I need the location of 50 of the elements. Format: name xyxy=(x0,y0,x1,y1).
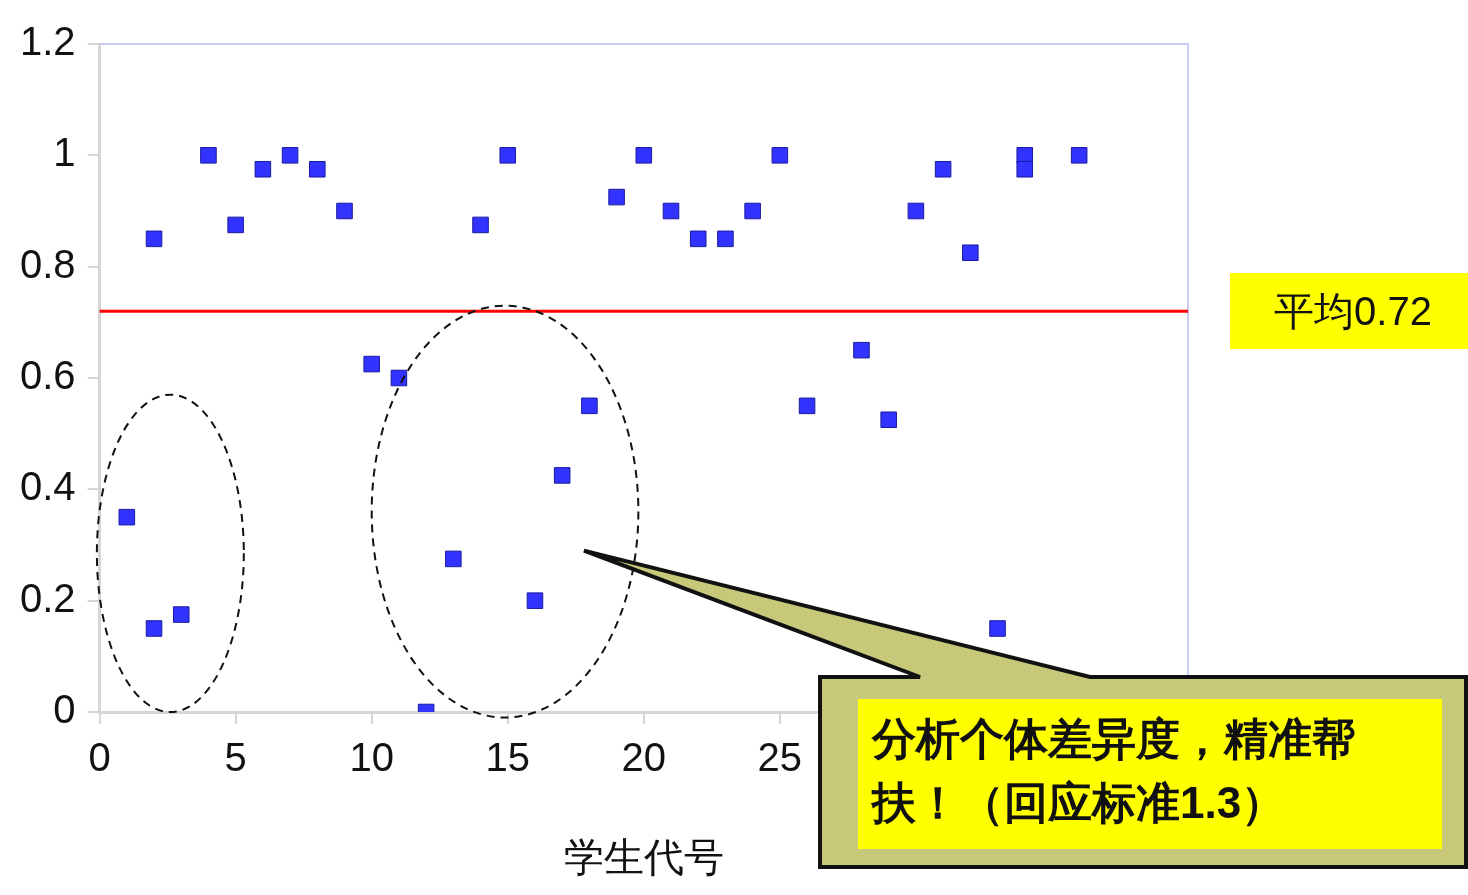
text: 分析个体差异度，精准帮扶！（回应标准1.3） xyxy=(858,699,1442,849)
point xyxy=(227,216,244,234)
x-tick-label: 0 xyxy=(88,735,111,780)
x-tick-label: 25 xyxy=(757,735,803,780)
point xyxy=(390,369,408,387)
point xyxy=(363,355,380,373)
point xyxy=(717,230,734,248)
point xyxy=(526,592,544,609)
y-tick-label: 1.2 xyxy=(20,19,76,64)
point xyxy=(254,160,272,178)
point xyxy=(934,160,952,178)
point xyxy=(309,160,326,178)
point xyxy=(472,216,489,234)
point xyxy=(172,606,190,623)
point xyxy=(798,397,816,415)
point xyxy=(118,508,136,526)
point xyxy=(499,147,517,164)
point xyxy=(336,202,353,220)
point xyxy=(1016,160,1034,178)
point xyxy=(853,341,870,359)
x-tick-label: 5 xyxy=(224,735,247,780)
point xyxy=(962,244,979,262)
point xyxy=(989,620,1006,637)
y-tick-label: 0.2 xyxy=(20,575,76,620)
x-tick-label: 20 xyxy=(621,735,667,780)
point xyxy=(445,550,462,568)
point xyxy=(553,467,571,484)
point xyxy=(145,620,163,637)
y-tick-label: 0 xyxy=(53,687,76,732)
point xyxy=(744,202,761,220)
point xyxy=(608,188,625,206)
ref-line-label: 平均0.72 xyxy=(1230,273,1468,350)
y-tick-label: 0.8 xyxy=(20,241,76,286)
x-tick-label: 10 xyxy=(349,735,394,780)
point xyxy=(581,397,598,415)
point xyxy=(281,147,299,164)
point xyxy=(145,230,163,248)
x-tick-label: 15 xyxy=(485,735,530,780)
point xyxy=(907,202,925,220)
x-axis-title: 学生代号 xyxy=(563,835,724,880)
y-tick-label: 0.4 xyxy=(20,464,76,509)
y-tick-label: 1 xyxy=(53,130,76,175)
point xyxy=(200,147,217,164)
point xyxy=(771,147,789,164)
point xyxy=(662,202,680,220)
y-tick-label: 0.6 xyxy=(20,353,76,398)
point xyxy=(880,411,897,429)
point xyxy=(635,147,653,164)
point xyxy=(689,230,707,248)
point xyxy=(1070,147,1088,164)
